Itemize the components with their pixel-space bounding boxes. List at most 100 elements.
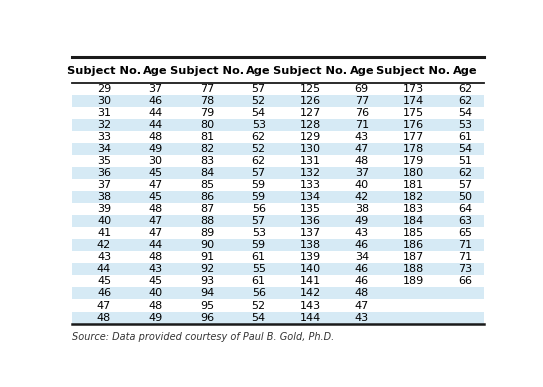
Text: 87: 87 [200,204,214,214]
Text: 136: 136 [300,216,321,226]
Text: 38: 38 [97,192,111,202]
Text: 66: 66 [458,276,472,286]
Text: 177: 177 [403,132,424,142]
Text: 174: 174 [403,96,424,106]
Text: 131: 131 [300,156,321,166]
Text: 34: 34 [355,252,369,262]
Text: 126: 126 [300,96,321,106]
Text: 134: 134 [300,192,321,202]
Text: Age: Age [143,65,168,75]
Text: 59: 59 [251,180,266,190]
Text: 48: 48 [355,288,369,298]
Text: 54: 54 [251,313,266,322]
Text: 47: 47 [148,228,163,238]
Text: 48: 48 [148,204,163,214]
Text: 44: 44 [148,120,163,130]
Text: 46: 46 [149,96,163,106]
Text: 187: 187 [403,252,424,262]
Text: 63: 63 [458,216,472,226]
Text: 37: 37 [97,180,111,190]
Text: 130: 130 [300,144,321,154]
Text: 57: 57 [251,84,266,94]
Text: Subject No.: Subject No. [67,65,141,75]
Text: 62: 62 [251,132,266,142]
Text: 49: 49 [355,216,369,226]
Text: 80: 80 [200,120,214,130]
Text: 69: 69 [355,84,369,94]
Text: 45: 45 [97,276,111,286]
Text: 71: 71 [458,240,472,250]
Text: 43: 43 [97,252,111,262]
Text: 76: 76 [355,108,369,118]
Text: 30: 30 [149,156,162,166]
Text: 61: 61 [252,252,266,262]
Bar [72,215,484,227]
Text: Age: Age [452,65,477,75]
Text: 46: 46 [355,240,369,250]
Text: 37: 37 [355,168,369,178]
Text: 64: 64 [458,204,472,214]
Text: 47: 47 [148,180,163,190]
Text: 47: 47 [148,216,163,226]
Text: Subject No.: Subject No. [273,65,348,75]
Text: 57: 57 [251,168,266,178]
Text: 48: 48 [148,132,163,142]
Text: 43: 43 [355,313,369,322]
Text: 45: 45 [149,192,163,202]
Text: 127: 127 [300,108,321,118]
Text: 93: 93 [200,276,214,286]
Text: 173: 173 [403,84,424,94]
Text: 189: 189 [403,276,424,286]
Text: 96: 96 [200,313,214,322]
Text: 45: 45 [149,168,163,178]
Text: 37: 37 [149,84,163,94]
Text: 40: 40 [355,180,369,190]
Text: 176: 176 [403,120,424,130]
Text: 50: 50 [458,192,472,202]
Text: 57: 57 [251,216,266,226]
Text: 83: 83 [200,156,214,166]
Text: 41: 41 [97,228,111,238]
Text: 49: 49 [148,313,163,322]
Text: 180: 180 [403,168,424,178]
Text: 65: 65 [458,228,472,238]
Text: 47: 47 [355,301,369,310]
Text: 44: 44 [97,264,111,274]
Text: 73: 73 [458,264,472,274]
Text: 52: 52 [251,301,266,310]
Text: 42: 42 [97,240,111,250]
Text: 34: 34 [97,144,111,154]
Text: 31: 31 [97,108,111,118]
Text: 181: 181 [403,180,424,190]
Text: 59: 59 [251,240,266,250]
Text: 92: 92 [200,264,214,274]
Text: 29: 29 [97,84,111,94]
Text: 32: 32 [97,120,111,130]
Text: 57: 57 [458,180,472,190]
Text: 56: 56 [252,204,266,214]
Text: 33: 33 [97,132,111,142]
Text: 48: 48 [97,313,111,322]
Text: 89: 89 [200,228,214,238]
Text: 94: 94 [200,288,214,298]
Text: 84: 84 [200,168,214,178]
Text: 54: 54 [458,108,472,118]
Text: 46: 46 [97,288,111,298]
Text: 62: 62 [458,168,472,178]
Text: 185: 185 [403,228,424,238]
Text: 40: 40 [97,216,111,226]
Text: 133: 133 [300,180,321,190]
Text: 86: 86 [200,192,214,202]
Text: 137: 137 [300,228,321,238]
Text: 53: 53 [458,120,472,130]
Text: 40: 40 [149,288,163,298]
Text: 36: 36 [97,168,111,178]
Text: 53: 53 [252,120,266,130]
Text: 91: 91 [200,252,214,262]
Text: 90: 90 [200,240,214,250]
Text: 56: 56 [252,288,266,298]
Text: 52: 52 [251,144,266,154]
Text: Age: Age [350,65,374,75]
Text: 44: 44 [148,240,163,250]
Text: 46: 46 [355,276,369,286]
